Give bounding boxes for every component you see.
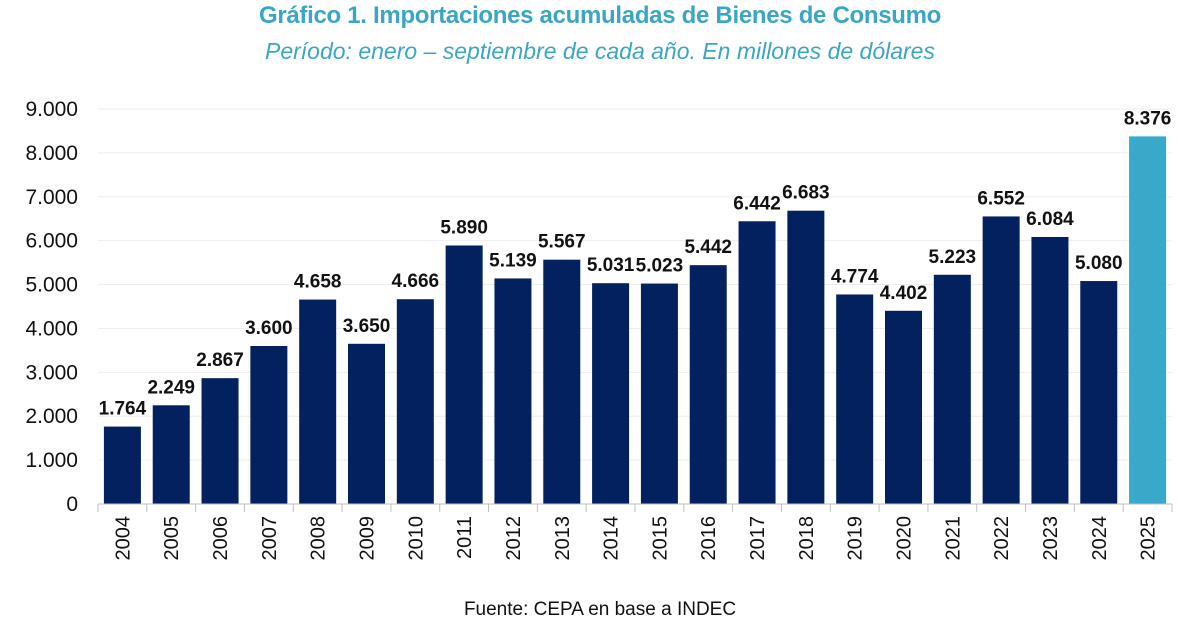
- data-label-2018: 6.683: [782, 183, 830, 204]
- x-tick-label-2008: 2008: [308, 516, 330, 561]
- x-tick-label-2011: 2011: [454, 516, 476, 559]
- y-tick-label: 3.000: [25, 361, 78, 384]
- data-label-2017: 6.442: [733, 193, 781, 214]
- x-tick-label-2004: 2004: [112, 516, 134, 561]
- x-tick-label-2017: 2017: [747, 516, 769, 561]
- bar-2014: [592, 283, 630, 504]
- data-label-2007: 3.600: [245, 318, 293, 339]
- x-tick-label-2016: 2016: [698, 516, 720, 561]
- bar-2022: [982, 216, 1020, 504]
- data-label-2025: 8.376: [1124, 108, 1172, 129]
- data-label-2009: 3.650: [343, 316, 391, 337]
- data-label-2004: 1.764: [99, 399, 147, 420]
- y-tick-label: 4.000: [25, 317, 78, 340]
- bar-2006: [201, 378, 239, 504]
- bar-2005: [152, 405, 190, 504]
- y-tick-label: 1.000: [25, 449, 78, 472]
- bar-2009: [348, 343, 385, 504]
- data-label-2010: 4.666: [392, 271, 440, 292]
- bar-2004: [103, 426, 141, 504]
- bar-2013: [543, 259, 581, 504]
- data-label-2024: 5.080: [1075, 253, 1123, 274]
- data-label-2011: 5.890: [440, 217, 488, 238]
- bar-2023: [1031, 236, 1069, 505]
- data-label-2014: 5.031: [587, 255, 635, 276]
- x-tick-label-2023: 2023: [1040, 516, 1062, 561]
- x-tick-label-2018: 2018: [796, 516, 818, 561]
- chart-subtitle: Período: enero – septiembre de cada año.…: [265, 38, 935, 64]
- bar-2018: [787, 210, 825, 504]
- chart-title: Gráfico 1. Importaciones acumuladas de B…: [258, 2, 942, 29]
- source-note: Fuente: CEPA en base a INDEC: [463, 599, 737, 620]
- y-tick-label: 8.000: [25, 142, 78, 165]
- x-tick-label-2010: 2010: [405, 516, 427, 561]
- x-tick-label-2020: 2020: [894, 516, 916, 561]
- bars: [103, 136, 1167, 505]
- x-tick-label-2025: 2025: [1138, 516, 1160, 561]
- bar-2010: [396, 299, 434, 504]
- bar-2019: [836, 294, 874, 504]
- data-label-2005: 2.249: [147, 377, 195, 398]
- x-tick-label-2007: 2007: [259, 516, 281, 561]
- y-axis: 0 1.000 2.000 3.000 4.000 5.000 6.000 7.000 8.00…: [25, 98, 78, 516]
- x-tick-label-2019: 2019: [845, 516, 867, 561]
- bar-2021: [933, 274, 971, 504]
- x-tick-label-2021: 2021: [942, 516, 964, 561]
- x-tick-label-2024: 2024: [1089, 516, 1111, 561]
- y-tick-label: 2.000: [25, 405, 78, 428]
- data-label-2012: 5.139: [489, 250, 537, 271]
- y-tick-label: 7.000: [25, 186, 78, 209]
- data-label-2020: 4.402: [880, 283, 928, 304]
- data-label-2022: 6.552: [977, 188, 1025, 209]
- data-label-2013: 5.567: [538, 232, 586, 253]
- bar-2016: [689, 265, 727, 504]
- y-tick-label: 0: [66, 493, 78, 516]
- bar-2025: [1129, 136, 1167, 505]
- data-label-2008: 4.658: [294, 272, 342, 293]
- data-label-2021: 5.223: [929, 247, 977, 268]
- data-label-2015: 5.023: [636, 256, 684, 277]
- data-label-2016: 5.442: [684, 237, 732, 258]
- y-tick-label: 5.000: [25, 274, 78, 297]
- bar-2020: [885, 310, 922, 504]
- x-tick-label-2022: 2022: [991, 516, 1013, 561]
- x-axis: 2004 2005 2006 2007 2008 2009 2010 2011 2012 2013…: [97, 503, 1173, 561]
- x-tick-label-2013: 2013: [552, 516, 574, 561]
- x-tick-label-2005: 2005: [161, 516, 183, 561]
- x-tick-label-2009: 2009: [357, 516, 379, 561]
- x-tick-label-2012: 2012: [503, 516, 525, 561]
- bar-2024: [1080, 281, 1118, 504]
- bar-2008: [299, 299, 337, 504]
- x-tick-label-2006: 2006: [210, 516, 232, 561]
- bar-2007: [250, 346, 288, 504]
- data-label-2006: 2.867: [196, 350, 244, 371]
- bar-2011: [445, 245, 483, 504]
- y-tick-label: 9.000: [25, 98, 78, 121]
- y-tick-label: 6.000: [25, 230, 78, 253]
- data-label-2019: 4.774: [831, 266, 879, 287]
- bar-2012: [494, 278, 532, 504]
- x-tick-label-2015: 2015: [649, 516, 671, 561]
- x-tick-label-2014: 2014: [601, 516, 623, 561]
- bar-2015: [640, 283, 678, 504]
- data-label-2023: 6.084: [1026, 209, 1074, 230]
- bar-2017: [738, 221, 776, 505]
